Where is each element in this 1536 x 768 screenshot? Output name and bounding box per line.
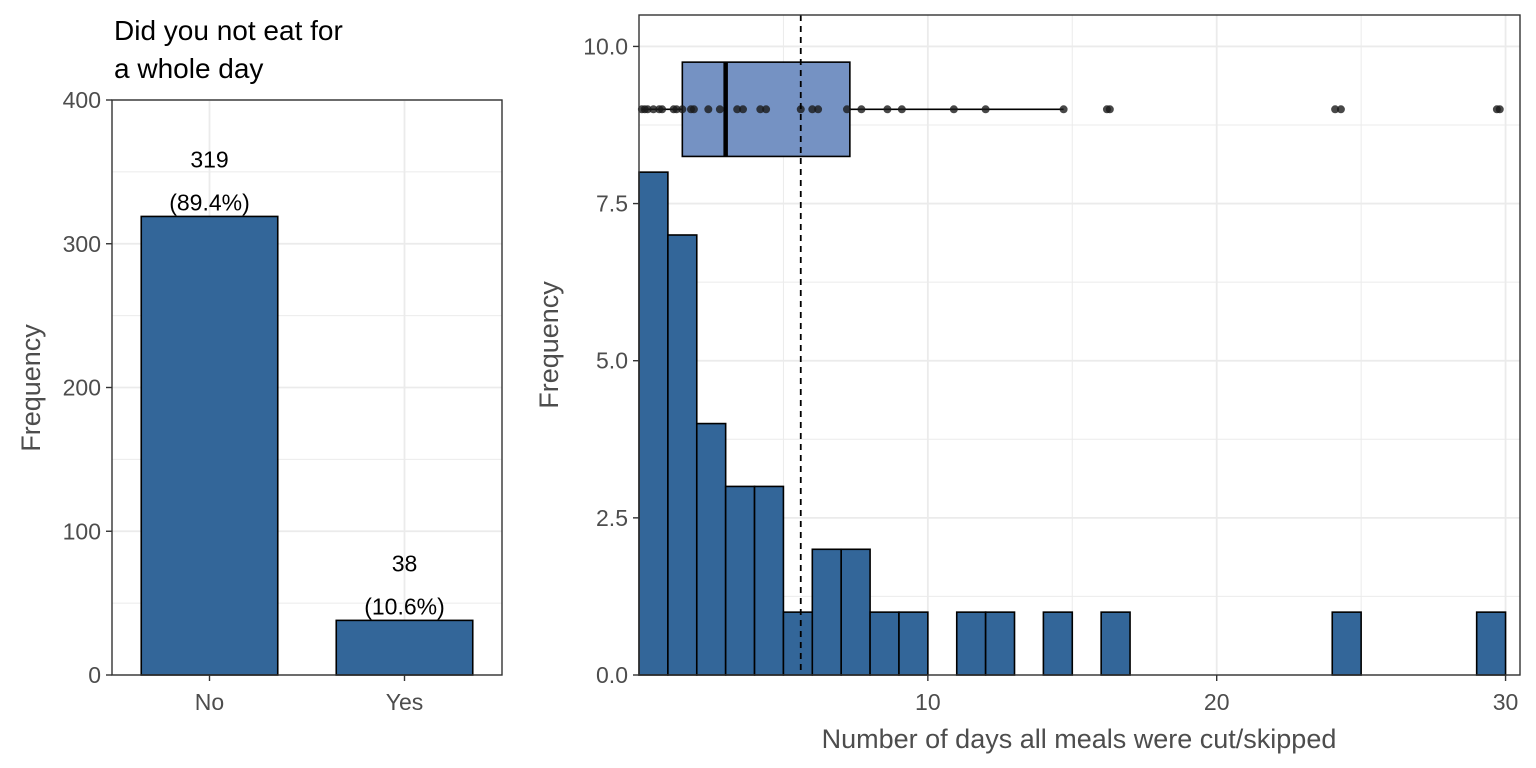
histogram-bar [840,548,871,676]
y-tick-label: 7.5 [596,191,628,217]
data-point [704,105,713,114]
histogram-bar [811,548,842,676]
histogram-bar [667,234,698,676]
data-point [715,105,724,114]
data-point [949,105,958,114]
data-point [678,105,687,114]
data-point [796,105,805,114]
histogram-bar [898,611,929,676]
data-point [1495,105,1504,114]
data-point [842,105,851,114]
histogram-bar [1475,611,1507,676]
y-tick-label: 5.0 [596,348,628,374]
data-point [643,105,652,114]
chart-title-line-1: Did you not eat for [114,15,343,46]
y-tick-label: 0.0 [596,662,628,688]
boxplot-points [637,105,1504,114]
x-tick-label: 30 [1493,689,1519,715]
histogram-bar [1100,611,1131,676]
data-point [1059,105,1068,114]
x-axis-ticks: No Yes [195,675,423,715]
histogram-bar [1331,611,1362,676]
x-axis-ticks: 10 20 30 [915,675,1518,715]
histogram-chart: Frequency Number of days all meals were … [534,14,1521,754]
histogram-bars [638,171,1507,676]
data-point [981,105,990,114]
data-point [1105,105,1114,114]
chart-title-line-2: a whole day [114,53,263,84]
x-axis-title: Number of days all meals were cut/skippe… [822,724,1337,754]
histogram-bar [955,611,987,676]
x-tick-label: 20 [1204,689,1230,715]
histogram-bar [984,611,1016,676]
y-tick-label: 200 [63,375,101,401]
data-point [689,105,698,114]
histogram-bar [695,422,727,676]
histogram-bar [724,485,756,676]
panel-border [638,14,1521,676]
histogram-bar [638,171,669,676]
y-axis-ticks: 0.0 2.5 5.0 7.5 10.0 [583,33,639,688]
y-tick-label: 400 [63,87,101,113]
x-tick-label: Yes [386,689,424,715]
y-axis-title: Frequency [534,281,564,409]
data-point [808,105,817,114]
data-point [857,105,866,114]
histogram-bar [1042,611,1074,676]
y-tick-label: 100 [63,518,101,544]
y-axis-ticks: 0 100 200 300 400 [63,87,112,688]
data-labels: 319 (89.4%) 38 (10.6%) [169,146,445,619]
data-point [756,105,765,114]
histogram-bar [782,611,814,676]
data-point [658,105,667,114]
y-axis-title: Frequency [16,324,46,452]
bar-percent-label: (89.4%) [169,189,250,215]
data-point [649,105,658,114]
data-point [1336,105,1345,114]
bar-value-label: 319 [190,146,228,172]
bar [140,215,279,676]
data-point [762,105,771,114]
data-point [733,105,742,114]
y-tick-label: 300 [63,231,101,257]
bars [140,215,474,676]
bar-chart: Did you not eat for a whole day Frequenc… [16,15,503,715]
data-point [738,105,747,114]
y-tick-label: 10.0 [583,33,628,59]
data-point [672,105,681,114]
bar [335,619,474,676]
y-tick-label: 0 [88,662,101,688]
bar-value-label: 38 [392,550,418,576]
data-point [1331,105,1340,114]
data-point [897,105,906,114]
bar-percent-label: (10.6%) [364,593,445,619]
x-tick-label: No [195,689,224,715]
y-tick-label: 2.5 [596,505,628,531]
data-point [814,105,823,114]
histogram-bar [753,485,785,676]
data-point [883,105,892,114]
x-tick-label: 10 [915,689,941,715]
histogram-bar [869,611,900,676]
